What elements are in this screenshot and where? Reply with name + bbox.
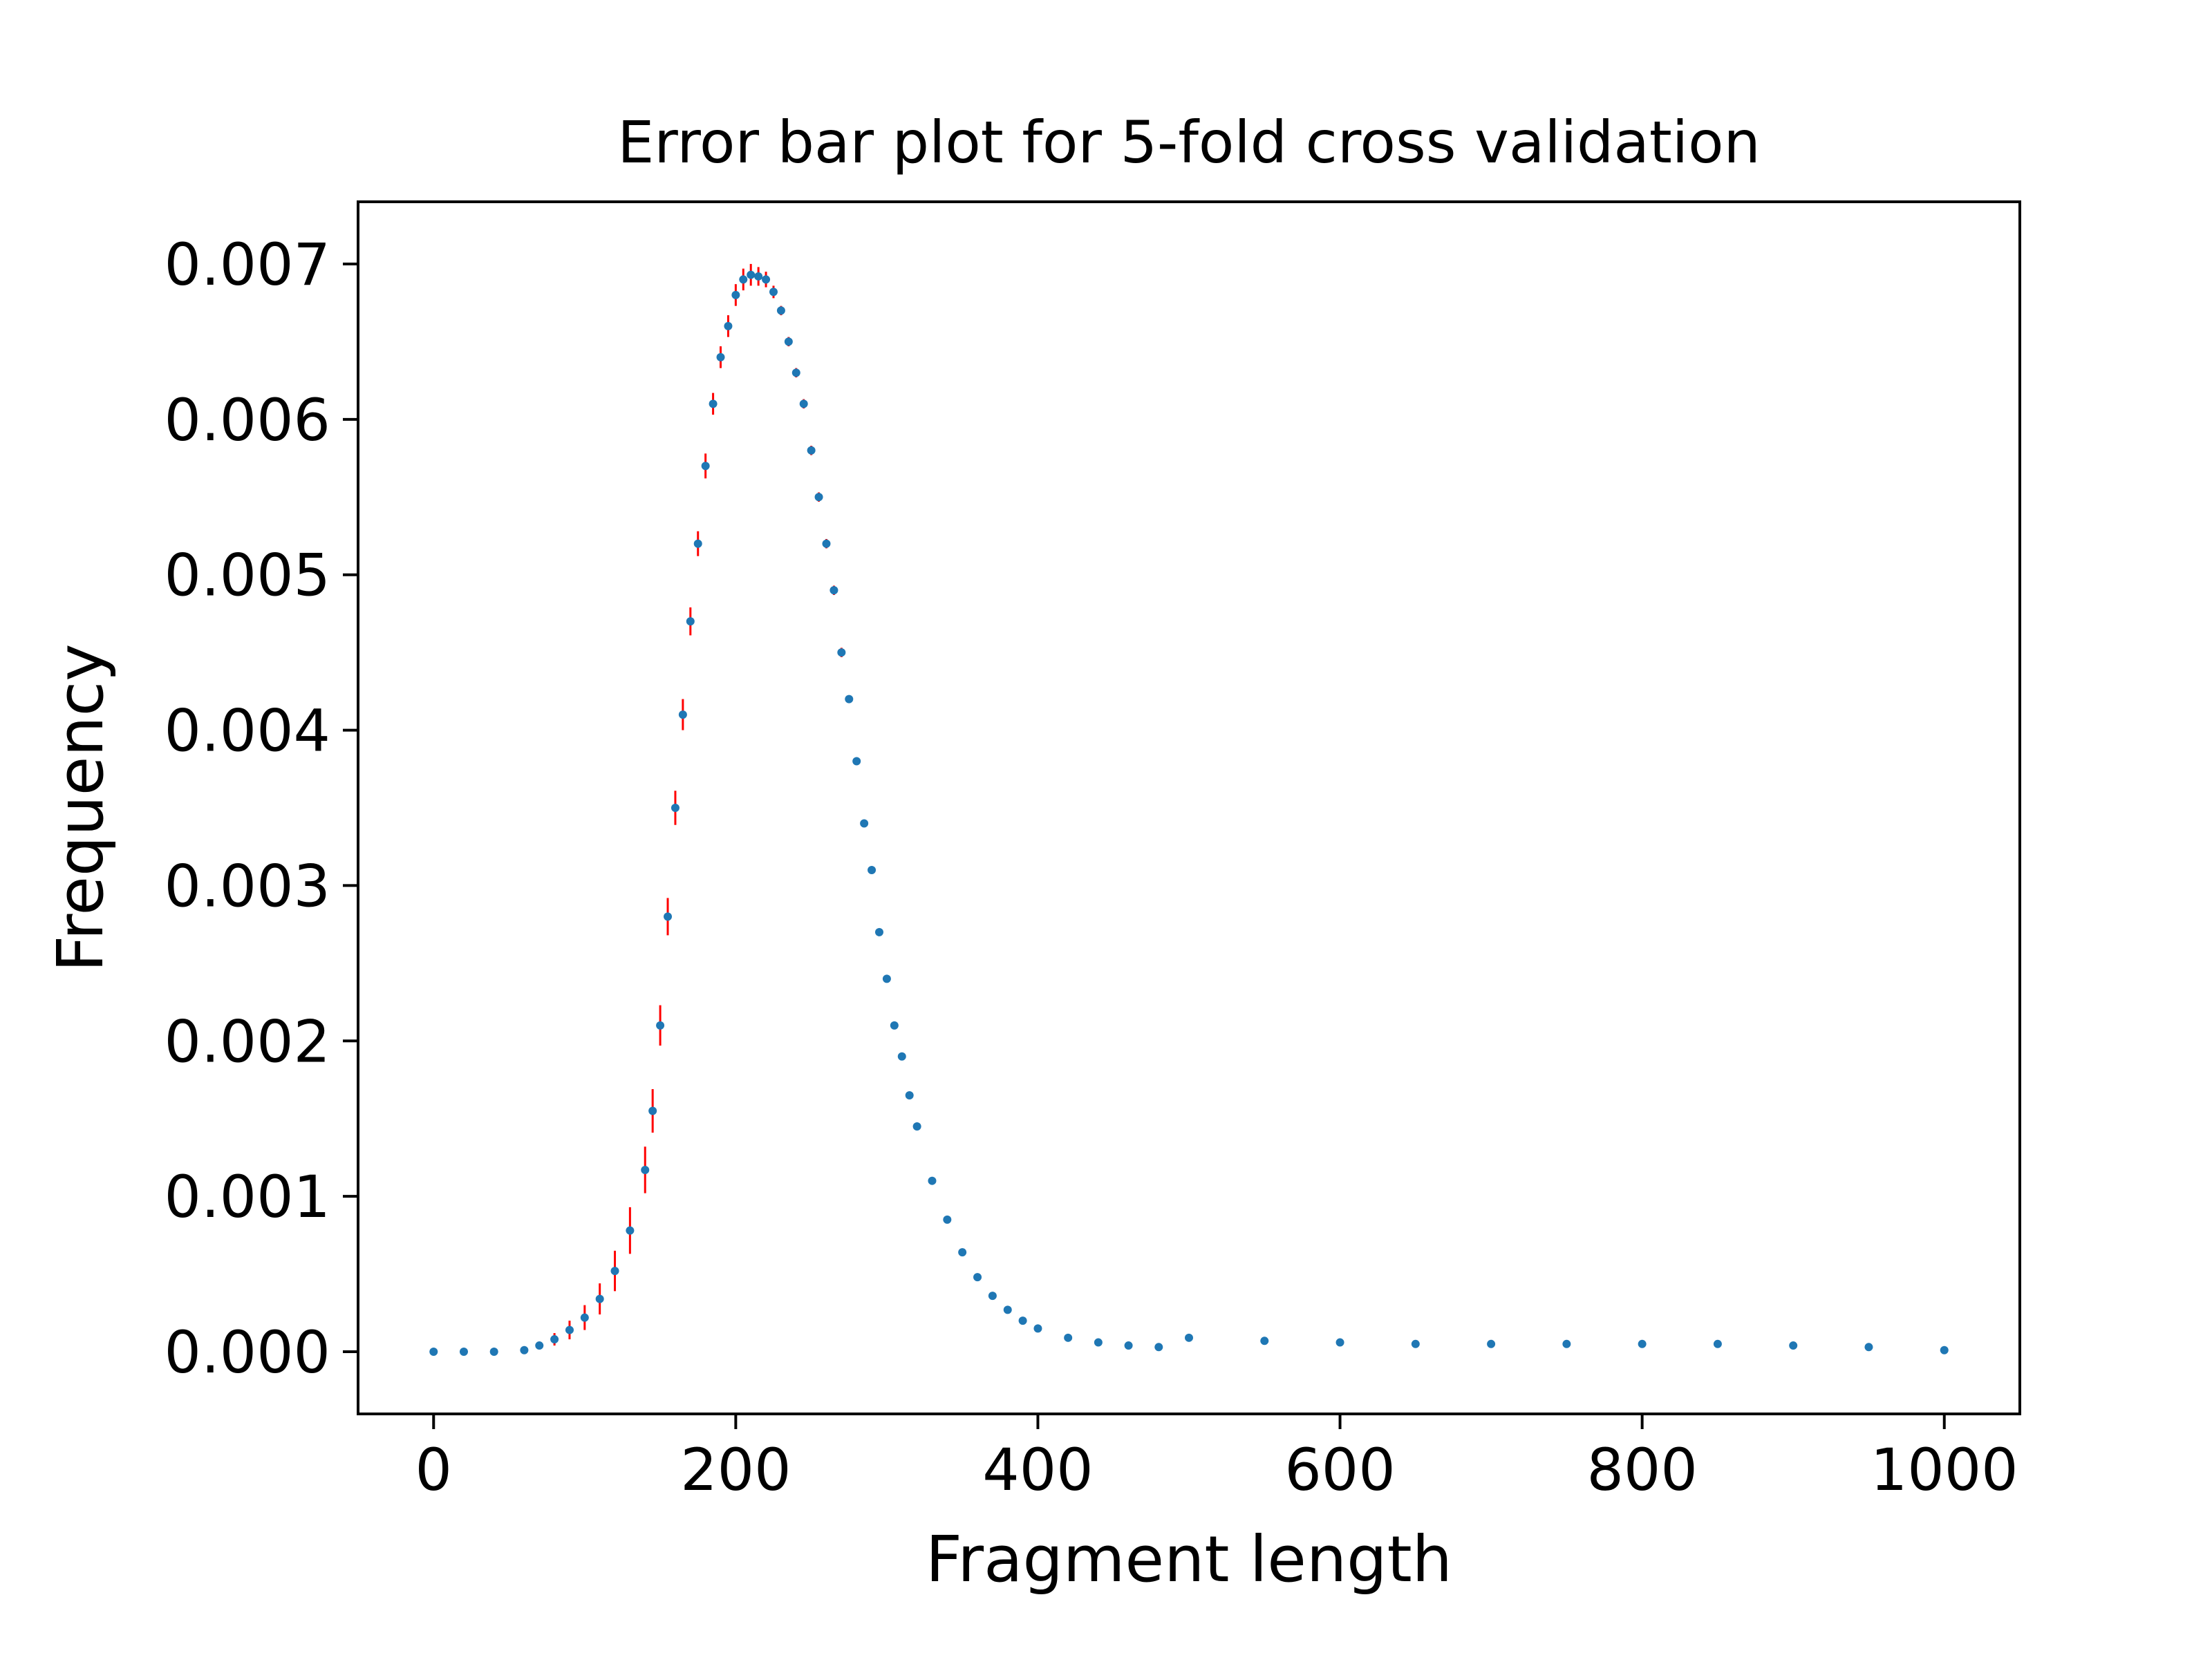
data-point bbox=[1562, 1339, 1571, 1348]
data-point bbox=[693, 539, 702, 548]
data-point bbox=[610, 1267, 619, 1276]
data-point bbox=[1335, 1338, 1344, 1347]
data-point bbox=[845, 695, 854, 703]
data-point bbox=[791, 368, 800, 377]
axis-ticks: 0 200 400 600 800 1000 0.000 0.001 0.002 0.003 0.0… bbox=[165, 231, 2018, 1504]
y-tick-label: 0.005 bbox=[165, 542, 330, 610]
data-point bbox=[762, 275, 771, 284]
data-point bbox=[648, 1106, 657, 1115]
data-point bbox=[890, 1021, 899, 1030]
data-point bbox=[459, 1348, 468, 1357]
data-point bbox=[807, 446, 816, 455]
data-point bbox=[580, 1313, 589, 1322]
data-point bbox=[1154, 1343, 1163, 1352]
data-point bbox=[799, 399, 808, 408]
data-point bbox=[671, 804, 679, 812]
x-tick-label: 200 bbox=[680, 1436, 791, 1504]
data-point bbox=[1094, 1338, 1103, 1347]
data-point bbox=[1124, 1341, 1133, 1350]
data-point bbox=[852, 757, 861, 766]
data-point bbox=[905, 1091, 914, 1100]
data-point bbox=[550, 1335, 559, 1344]
y-tick-label: 0.004 bbox=[165, 697, 330, 765]
x-tick-label: 0 bbox=[415, 1436, 452, 1504]
data-point bbox=[973, 1273, 982, 1282]
data-point bbox=[595, 1294, 604, 1303]
data-point bbox=[837, 648, 846, 657]
data-point bbox=[943, 1215, 952, 1224]
data-point bbox=[868, 865, 877, 874]
data-point bbox=[1185, 1333, 1193, 1342]
data-point bbox=[1260, 1337, 1269, 1345]
data-point bbox=[822, 539, 831, 548]
data-point bbox=[686, 617, 695, 626]
data-point bbox=[678, 710, 687, 719]
y-tick-label: 0.000 bbox=[165, 1319, 330, 1386]
data-point bbox=[641, 1165, 650, 1174]
y-tick-label: 0.003 bbox=[165, 852, 330, 920]
y-tick-label: 0.007 bbox=[165, 231, 330, 299]
data-point bbox=[874, 927, 883, 936]
data-point bbox=[928, 1176, 937, 1185]
data-point bbox=[882, 974, 891, 983]
data-point bbox=[1033, 1324, 1042, 1333]
data-point bbox=[520, 1345, 529, 1354]
data-point bbox=[709, 399, 718, 408]
data-point bbox=[747, 270, 756, 279]
data-point bbox=[784, 337, 793, 346]
data-point bbox=[565, 1325, 574, 1334]
data-point bbox=[912, 1122, 921, 1131]
x-tick-label: 800 bbox=[1586, 1436, 1697, 1504]
data-point bbox=[769, 287, 778, 296]
x-axis-label: Fragment length bbox=[926, 1522, 1452, 1596]
data-point bbox=[1003, 1305, 1012, 1314]
plot-area bbox=[429, 263, 1949, 1357]
data-point bbox=[664, 912, 673, 921]
data-point bbox=[1789, 1341, 1798, 1350]
data-point bbox=[535, 1341, 544, 1350]
data-point bbox=[830, 586, 838, 595]
data-point bbox=[1411, 1339, 1420, 1348]
data-point bbox=[1940, 1345, 1949, 1354]
y-tick-label: 0.002 bbox=[165, 1008, 330, 1075]
y-tick-label: 0.001 bbox=[165, 1163, 330, 1231]
data-point bbox=[776, 306, 785, 315]
data-point bbox=[701, 462, 710, 471]
data-point bbox=[724, 321, 733, 330]
data-point bbox=[1064, 1333, 1073, 1342]
data-point bbox=[897, 1052, 906, 1061]
y-axis-label: Frequency bbox=[44, 643, 118, 972]
data-point bbox=[489, 1348, 498, 1357]
axes-frame bbox=[357, 200, 2021, 1415]
data-point bbox=[1713, 1339, 1722, 1348]
x-tick-label: 1000 bbox=[1871, 1436, 2018, 1504]
data-point bbox=[860, 819, 869, 828]
data-point bbox=[716, 352, 725, 361]
data-point bbox=[656, 1021, 665, 1030]
data-point bbox=[1487, 1339, 1496, 1348]
data-point bbox=[739, 275, 748, 284]
x-tick-label: 600 bbox=[1284, 1436, 1395, 1504]
data-point bbox=[988, 1292, 997, 1301]
data-point bbox=[814, 493, 823, 502]
data-point bbox=[731, 290, 740, 299]
y-tick-label: 0.006 bbox=[165, 386, 330, 454]
data-point bbox=[429, 1348, 438, 1357]
chart-title: Error bar plot for 5-fold cross validati… bbox=[617, 108, 1761, 176]
data-point bbox=[1864, 1343, 1873, 1352]
data-point bbox=[1018, 1316, 1027, 1325]
data-point bbox=[754, 272, 763, 281]
data-point bbox=[958, 1248, 967, 1257]
data-point bbox=[626, 1226, 635, 1235]
x-tick-label: 400 bbox=[982, 1436, 1093, 1504]
data-point bbox=[1638, 1339, 1647, 1348]
